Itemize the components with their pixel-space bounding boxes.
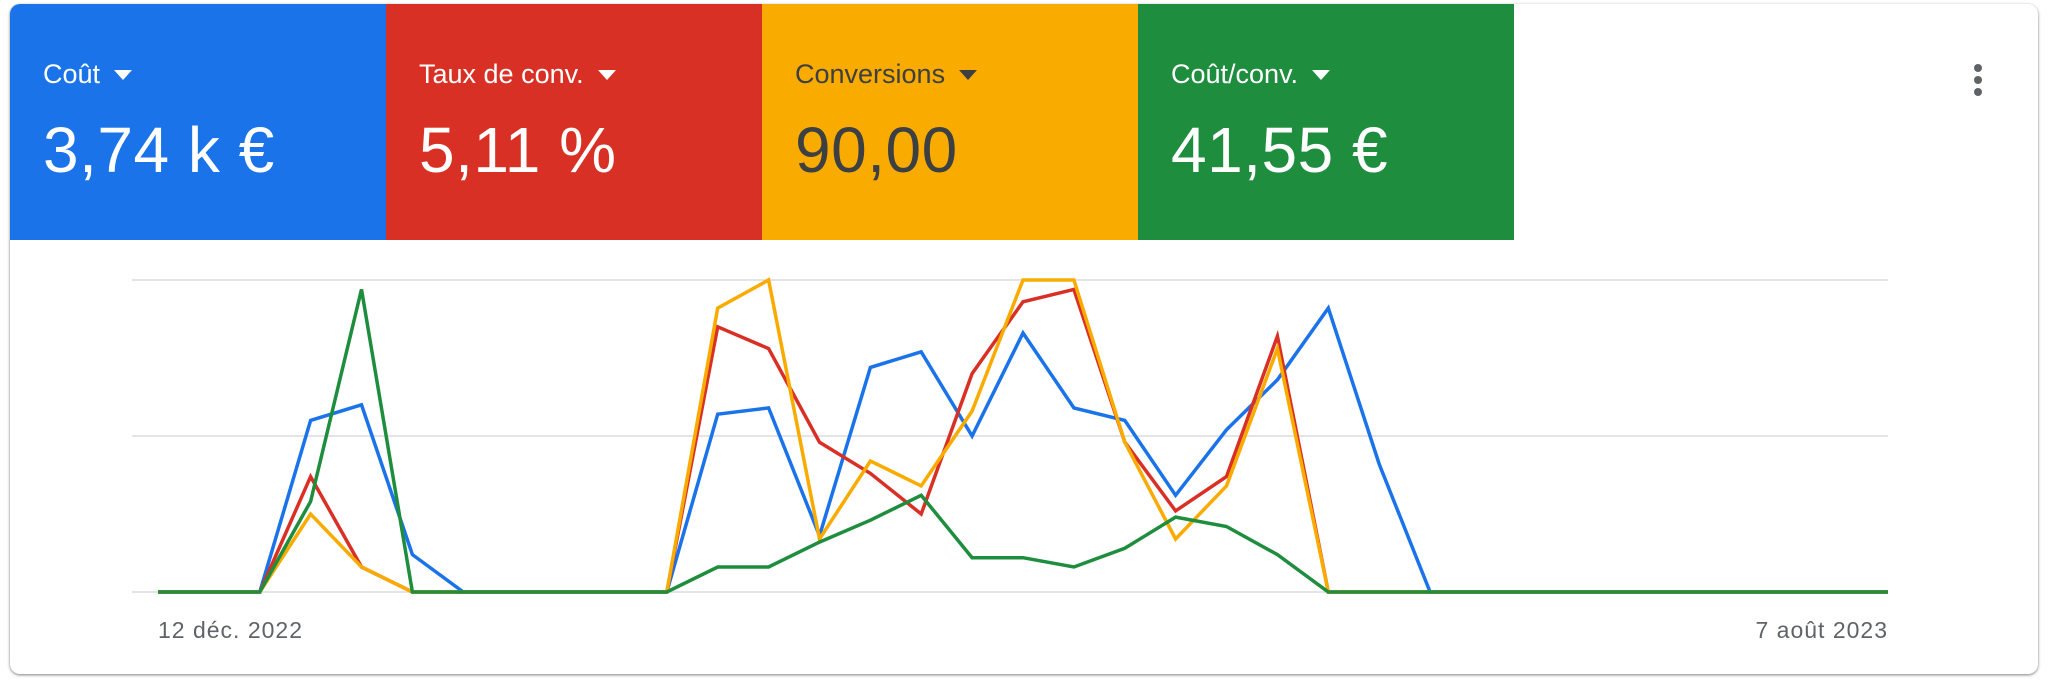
arrow-drop-down-icon[interactable] — [959, 70, 978, 80]
metric-tiles: Coût 3,74 k € Taux de conv. 5,11 % Conve… — [10, 4, 1514, 240]
metric-tile-cost[interactable]: Coût 3,74 k € — [10, 4, 386, 240]
metric-value: 5,11 % — [419, 114, 617, 186]
arrow-drop-down-icon[interactable] — [1312, 70, 1331, 80]
chart-gridlines — [132, 279, 1888, 593]
performance-card: 12 déc. 2022 7 août 2023 Coût 3,74 k € T… — [10, 4, 2038, 674]
metric-label: Taux de conv. — [419, 59, 584, 89]
metric-tile-cost-per-conv[interactable]: Coût/conv. 41,55 € — [1138, 4, 1514, 240]
x-axis-labels: 12 déc. 2022 7 août 2023 — [158, 617, 1888, 643]
metric-value: 41,55 € — [1171, 114, 1389, 186]
arrow-drop-down-icon[interactable] — [597, 70, 616, 80]
menu-dot — [1974, 76, 1982, 84]
x-axis-end-label: 7 août 2023 — [1755, 617, 1888, 643]
more-vert-icon[interactable] — [1958, 54, 1998, 106]
line-chart: 12 déc. 2022 7 août 2023 — [132, 277, 1888, 643]
series-line-co-t-conv- — [158, 288, 1888, 594]
metric-label: Conversions — [795, 59, 946, 89]
menu-dot — [1974, 88, 1982, 96]
x-axis-start-label: 12 déc. 2022 — [158, 617, 303, 643]
arrow-drop-down-icon[interactable] — [114, 70, 133, 80]
metric-value: 3,74 k € — [43, 114, 275, 186]
metric-tile-conv-rate[interactable]: Taux de conv. 5,11 % — [386, 4, 762, 240]
series-line-co-t — [158, 304, 1888, 594]
metric-tile-conversions[interactable]: Conversions 90,00 — [762, 4, 1138, 240]
metric-value: 90,00 — [795, 114, 958, 186]
metric-label: Coût — [43, 59, 101, 89]
metric-label: Coût/conv. — [1171, 59, 1299, 89]
menu-dot — [1974, 64, 1982, 72]
chart-series — [158, 277, 1888, 594]
